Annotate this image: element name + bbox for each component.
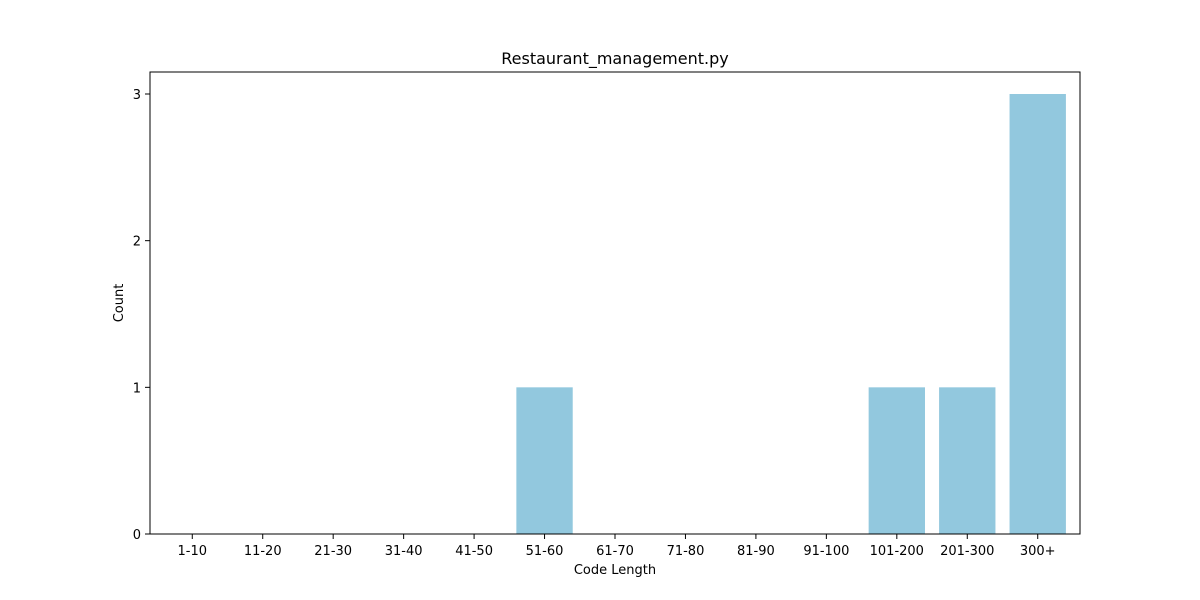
y-tick-label: 3 — [133, 88, 141, 103]
x-tick-label: 71-80 — [667, 544, 705, 559]
x-axis-ticks: 1-10 11-20 21-30 31-40 41-50 51-60 61-70 71-80 8… — [178, 534, 1056, 559]
x-tick-label: 21-30 — [314, 544, 352, 559]
x-tick-label: 91-100 — [803, 544, 849, 559]
x-tick-label: 101-200 — [870, 544, 924, 559]
y-tick-label: 2 — [133, 235, 141, 250]
plot-frame — [149, 71, 1081, 535]
y-tick-label: 1 — [133, 381, 141, 396]
x-axis-label: Code Length — [574, 563, 656, 578]
bars — [516, 94, 1066, 534]
bar-201-300 — [939, 387, 996, 534]
y-axis-label: Count — [112, 284, 127, 323]
x-tick-label: 51-60 — [526, 544, 564, 559]
bar-300+ — [1009, 94, 1066, 534]
y-tick-label: 0 — [133, 528, 141, 543]
x-tick-label: 81-90 — [737, 544, 775, 559]
x-tick-label: 31-40 — [385, 544, 423, 559]
x-tick-label: 201-300 — [940, 544, 994, 559]
chart-title: Restaurant_management.py — [501, 49, 728, 69]
x-tick-label: 61-70 — [596, 544, 634, 559]
y-axis-ticks: 0 1 2 3 — [133, 88, 150, 543]
x-tick-label: 1-10 — [178, 544, 208, 559]
x-tick-label: 11-20 — [244, 544, 282, 559]
x-tick-label: 41-50 — [455, 544, 493, 559]
bar-51-60 — [516, 387, 573, 534]
x-tick-label: 300+ — [1020, 544, 1056, 559]
bar-101-200 — [868, 387, 925, 534]
